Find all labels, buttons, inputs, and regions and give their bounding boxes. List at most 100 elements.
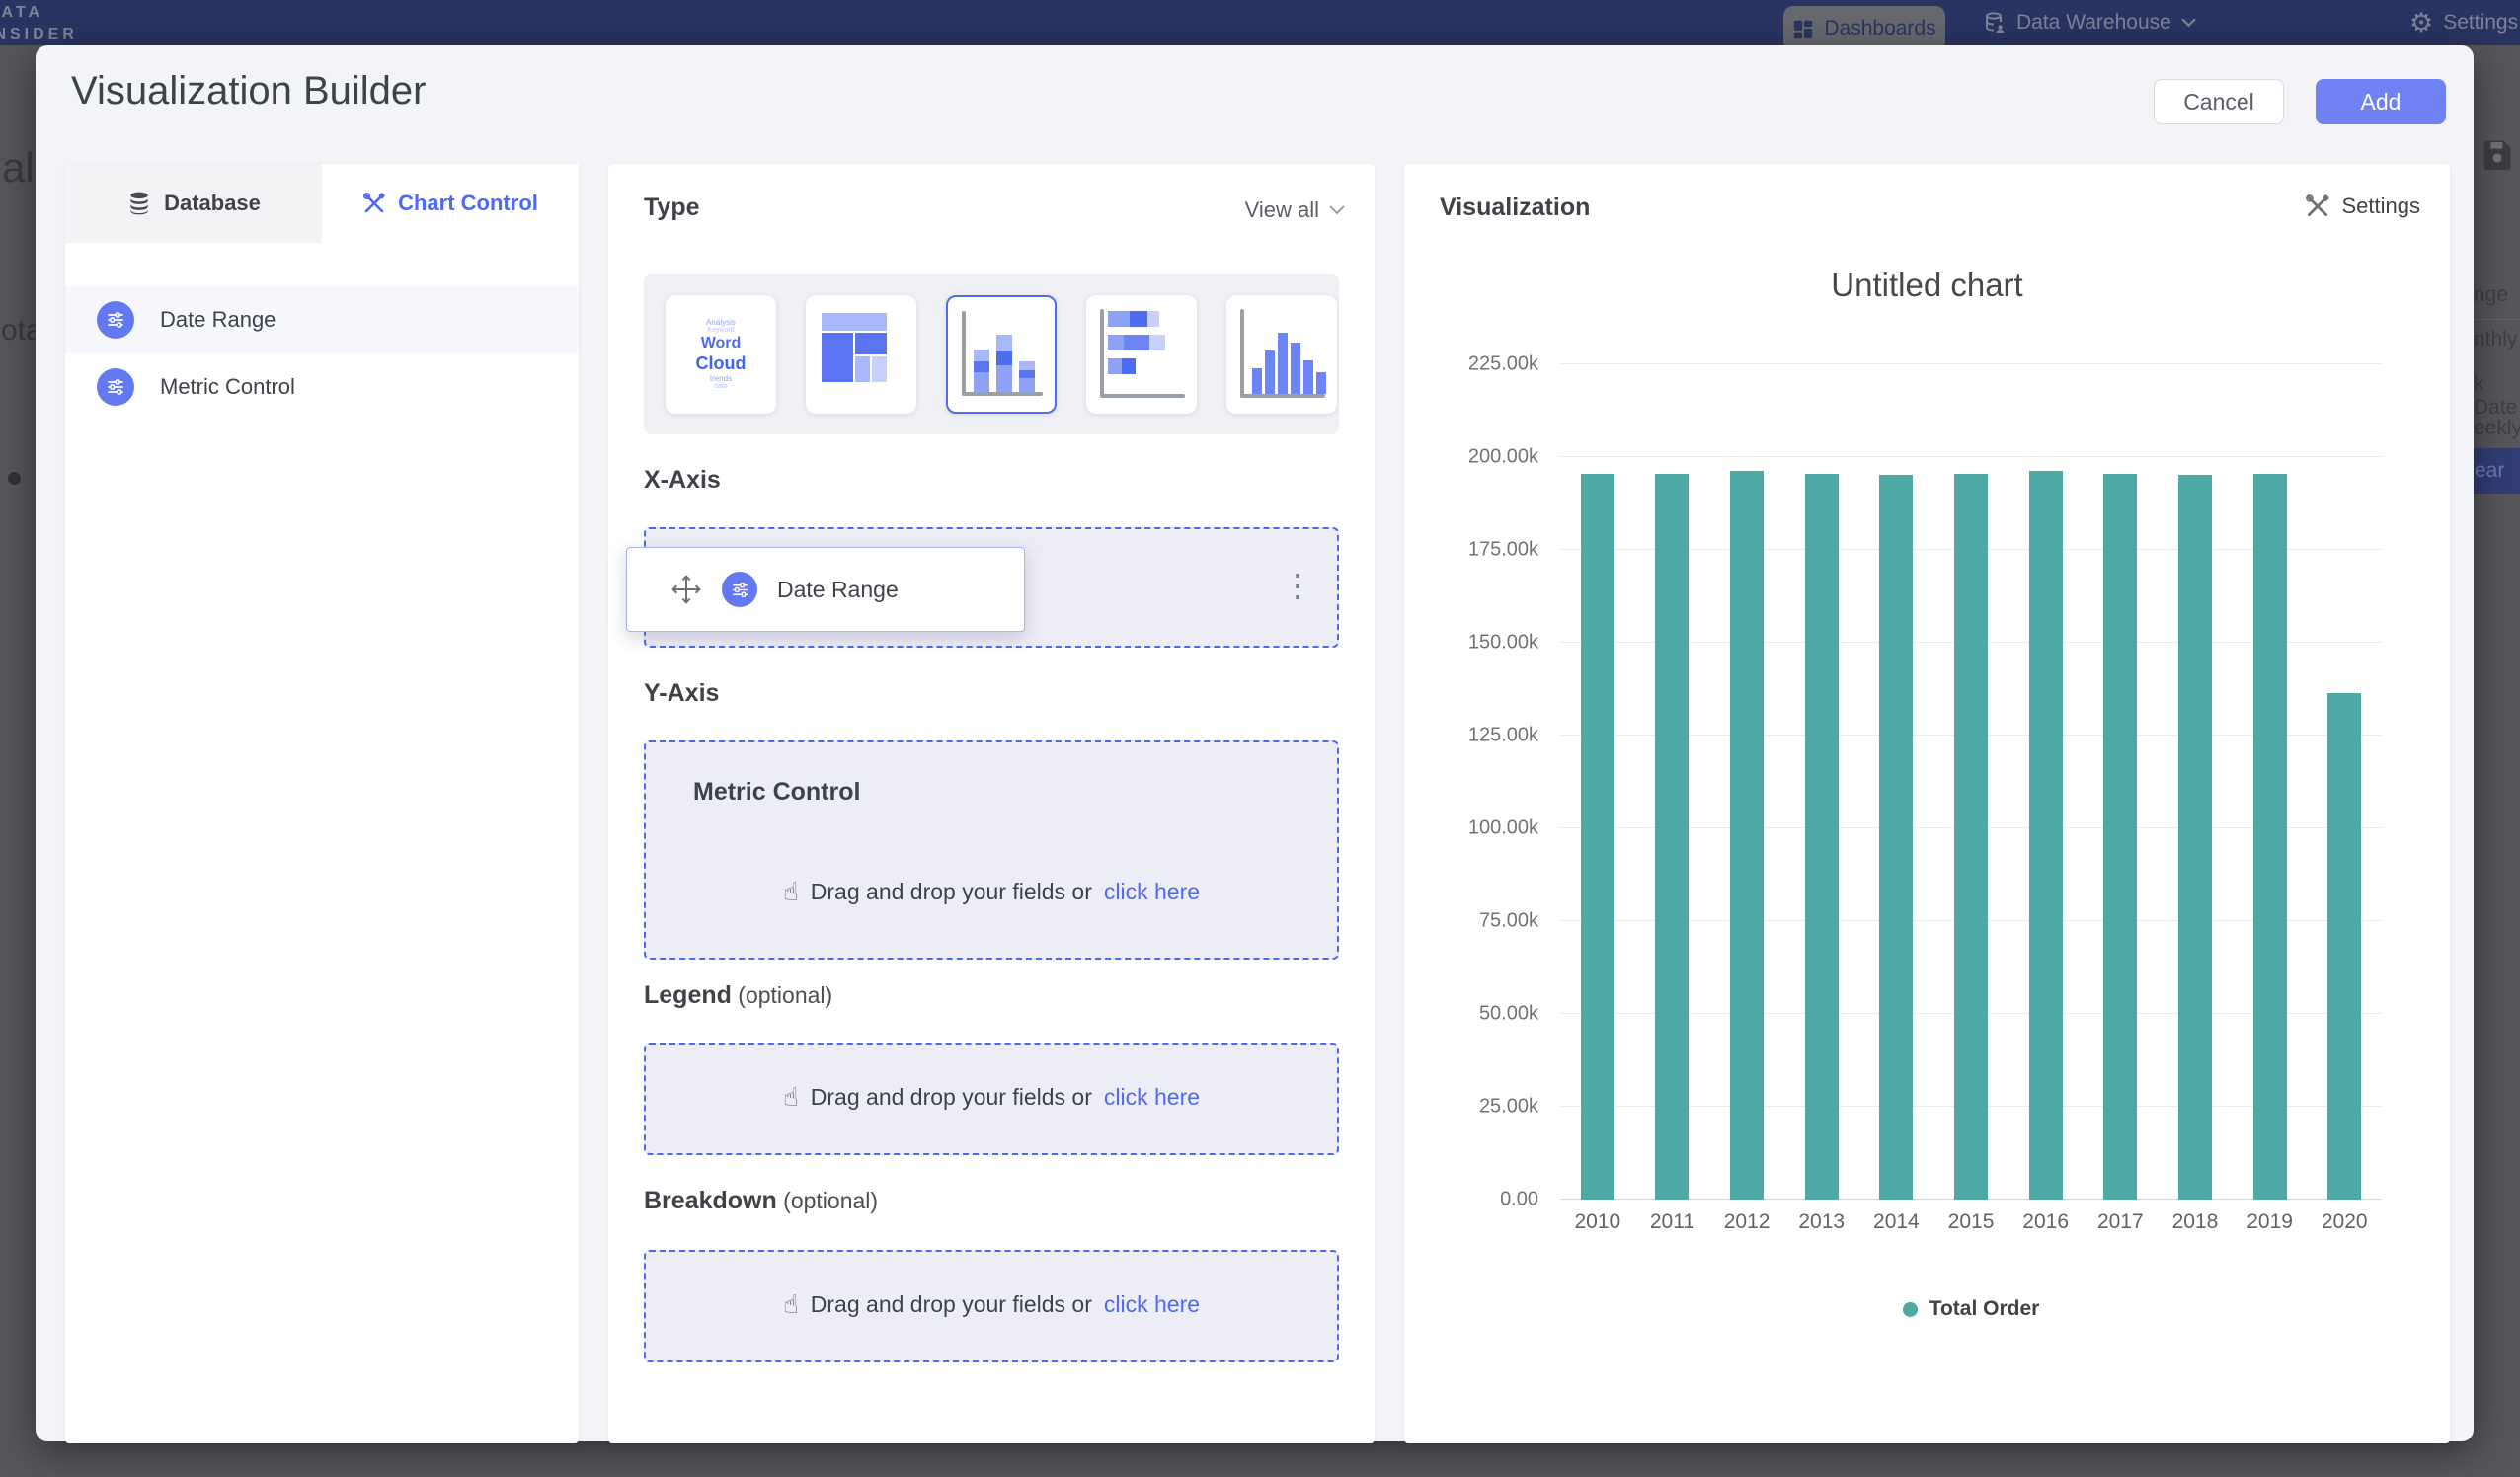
field-item-label: Metric Control <box>160 374 295 400</box>
kebab-menu-icon[interactable]: ⋮ <box>1282 567 1313 604</box>
database-icon <box>126 191 152 216</box>
stacked-bar-preview <box>1086 295 1197 414</box>
bar-2011[interactable] <box>1655 474 1689 1200</box>
chart-bars <box>1560 364 2382 1200</box>
background-left-strip: al ota <box>0 45 38 1441</box>
chart-plot <box>1560 364 2382 1200</box>
bar-2010[interactable] <box>1581 474 1614 1200</box>
bar-2016[interactable] <box>2029 471 2063 1200</box>
x-tick-label: 2011 <box>1635 1210 1710 1234</box>
background-row-fragment: eekly <box>2474 417 2520 440</box>
view-all-dropdown[interactable]: View all <box>1245 197 1345 223</box>
chart-type-strip: Analysis Keyword Word Cloud trends data <box>644 274 1339 434</box>
background-text-fragment: al <box>2 144 35 192</box>
legend-dot-icon <box>1903 1302 1918 1317</box>
field-item-date-range[interactable]: Date Range <box>65 286 579 353</box>
bullet-icon <box>8 472 21 485</box>
nav-item-dashboards[interactable]: Dashboards <box>1783 6 1945 45</box>
chart-type-stacked-bar[interactable] <box>1086 295 1197 414</box>
field-item-label: Date Range <box>160 307 276 333</box>
y-tick-label: 100.00k <box>1468 817 1538 840</box>
date-range-chip[interactable]: Date Range <box>626 547 1025 632</box>
chart-title: Untitled chart <box>1404 267 2450 304</box>
bar-2017[interactable] <box>2103 474 2137 1200</box>
sliders-icon <box>97 368 134 406</box>
legend-section-title: Legend (optional) <box>644 981 832 1010</box>
fields-tabs: Database Chart Control <box>65 164 579 243</box>
x-tick-label: 2010 <box>1560 1210 1635 1234</box>
y-tick-label: 125.00k <box>1468 725 1538 747</box>
move-icon <box>670 574 702 605</box>
x-axis-section-title: X-Axis <box>644 466 721 495</box>
bar-2015[interactable] <box>1954 474 1988 1200</box>
bar-2019[interactable] <box>2253 474 2287 1200</box>
tab-database-label: Database <box>164 191 261 216</box>
bar-2013[interactable] <box>1805 474 1839 1200</box>
click-here-link[interactable]: click here <box>1104 1291 1200 1318</box>
chart-settings-button[interactable]: Settings <box>2305 194 2421 219</box>
x-tick-label: 2016 <box>2008 1210 2084 1234</box>
y-axis-drop-zone[interactable]: Metric Control ☝ Drag and drop your fiel… <box>644 740 1339 960</box>
add-button[interactable]: Add <box>2316 79 2446 124</box>
breakdown-section-title: Breakdown (optional) <box>644 1187 878 1215</box>
breakdown-drop-zone[interactable]: ☝ Drag and drop your fields or click her… <box>644 1250 1339 1362</box>
word-cloud-preview: Analysis Keyword Word Cloud trends data <box>666 295 776 414</box>
cancel-button[interactable]: Cancel <box>2154 79 2284 124</box>
tab-chart-control[interactable]: Chart Control <box>322 164 579 243</box>
app-logo: DATAINSIDER <box>0 2 78 44</box>
y-tick-label: 50.00k <box>1479 1003 1538 1026</box>
bar-2018[interactable] <box>2178 475 2212 1200</box>
x-tick-label: 2013 <box>1784 1210 1859 1234</box>
field-item-metric-control[interactable]: Metric Control <box>65 353 579 421</box>
y-tick-label: 225.00k <box>1468 353 1538 376</box>
bar-2012[interactable] <box>1730 471 1764 1200</box>
x-tick-label: 2012 <box>1709 1210 1784 1234</box>
y-tick-label: 150.00k <box>1468 632 1538 655</box>
metric-control-label: Metric Control <box>693 778 860 807</box>
nav-item-data-warehouse[interactable]: Data Warehouse <box>1983 0 2196 45</box>
fields-panel: Database Chart Control Date Range <box>65 164 579 1443</box>
visualization-panel: Visualization Settings Untitled chart 0.… <box>1404 164 2450 1443</box>
screen: DATAINSIDER Dashboards Data Warehouse ⚙ … <box>0 0 2520 1477</box>
tab-database[interactable]: Database <box>65 164 322 243</box>
x-tick-label: 2017 <box>2083 1210 2158 1234</box>
chart-type-stacked-column[interactable] <box>946 295 1057 414</box>
y-tick-label: 25.00k <box>1479 1096 1538 1119</box>
builder-panel: Type View all Analysis Keyword Word Clou… <box>608 164 1375 1443</box>
background-selected-row: ear <box>2474 448 2520 494</box>
tap-icon: ☝ <box>783 1289 799 1320</box>
bar-2014[interactable] <box>1879 475 1913 1200</box>
tap-icon: ☝ <box>783 877 799 907</box>
save-icon <box>2481 138 2513 170</box>
click-here-link[interactable]: click here <box>1104 1084 1200 1111</box>
chart-legend: Total Order <box>1560 1297 2382 1321</box>
chip-label: Date Range <box>777 577 899 603</box>
chart-y-labels: 0.0025.00k50.00k75.00k100.00k125.00k150.… <box>1404 364 1538 1200</box>
y-tick-label: 200.00k <box>1468 446 1538 469</box>
chart-type-word-cloud[interactable]: Analysis Keyword Word Cloud trends data <box>666 295 776 414</box>
bar-2020[interactable] <box>2327 693 2361 1200</box>
background-row-fragment: k Date <box>2474 372 2520 420</box>
legend-drop-zone[interactable]: ☝ Drag and drop your fields or click her… <box>644 1043 1339 1155</box>
chart-x-labels: 2010201120122013201420152016201720182019… <box>1560 1210 2382 1234</box>
tab-chart-control-label: Chart Control <box>398 191 538 216</box>
x-tick-label: 2019 <box>2233 1210 2308 1234</box>
tap-icon: ☝ <box>783 1082 799 1113</box>
tools-icon <box>362 192 386 215</box>
visualization-builder-modal: Visualization Builder Cancel Add Databas… <box>36 45 2474 1441</box>
x-tick-label: 2014 <box>1859 1210 1934 1234</box>
tools-icon <box>2305 194 2330 219</box>
legend-series-label: Total Order <box>1929 1297 2040 1321</box>
dashboard-icon <box>1792 18 1814 39</box>
visualization-title: Visualization <box>1440 194 1590 222</box>
nav-item-settings[interactable]: ⚙ Settings <box>2409 0 2520 45</box>
x-tick-label: 2018 <box>2158 1210 2233 1234</box>
sliders-icon <box>97 301 134 339</box>
chart-type-treemap[interactable] <box>806 295 916 414</box>
stacked-column-preview <box>948 297 1055 412</box>
chart-type-histogram[interactable] <box>1226 295 1337 414</box>
warehouse-icon <box>1983 11 2007 35</box>
y-tick-label: 75.00k <box>1479 910 1538 933</box>
click-here-link[interactable]: click here <box>1104 879 1200 905</box>
background-row-fragment: nthly <box>2474 328 2520 351</box>
